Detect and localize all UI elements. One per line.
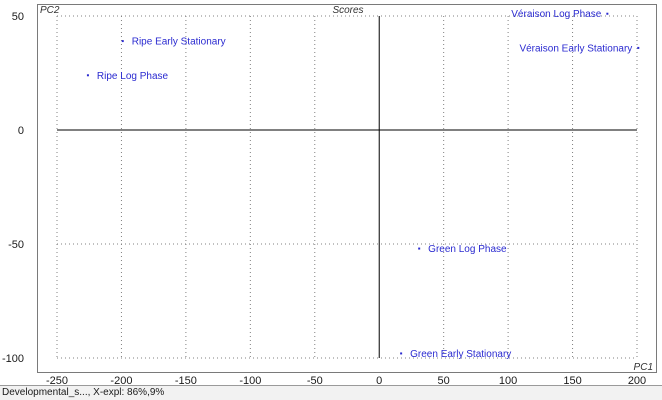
x-tick-label: -50 (307, 375, 323, 387)
plot-area (37, 4, 657, 373)
x-tick-label: 200 (628, 375, 646, 387)
point-label: Véraison Early Stationary (519, 43, 632, 54)
point-label: Ripe Early Stationary (132, 37, 226, 48)
y-tick-label: 50 (12, 11, 24, 23)
x-tick-label: -250 (46, 375, 68, 387)
data-point (400, 352, 403, 355)
data-point (637, 46, 640, 49)
status-bar: Developmental_s..., X-expl: 86%,9% (0, 385, 662, 400)
point-label: Green Early Stationary (410, 349, 511, 360)
status-text: Developmental_s..., X-expl: 86%,9% (2, 387, 165, 398)
point-label: Véraison Log Phase (511, 9, 602, 20)
x-tick-label: 100 (499, 375, 517, 387)
axis-layer (57, 16, 637, 358)
x-tick-label: 150 (563, 375, 581, 387)
x-tick-label: -150 (175, 375, 197, 387)
data-point (606, 12, 609, 15)
data-point (418, 247, 421, 250)
y-tick-label: -50 (8, 239, 24, 251)
x-tick-label: 0 (376, 375, 382, 387)
y-tick-label: 0 (18, 125, 24, 137)
chart-title: Scores (332, 5, 363, 16)
point-label: Ripe Log Phase (97, 71, 169, 82)
grid-layer (56, 15, 638, 359)
y-tick-label: -100 (2, 353, 24, 365)
x-axis-label: PC1 (634, 362, 653, 373)
point-label: Green Log Phase (428, 244, 507, 255)
data-point (121, 40, 124, 43)
x-tick-label: 50 (438, 375, 450, 387)
x-tick-label: -200 (110, 375, 132, 387)
y-axis-label: PC2 (40, 5, 60, 16)
data-points: Véraison Log Phase Véraison Early Station… (86, 9, 640, 360)
data-point (86, 74, 89, 77)
x-tick-label: -100 (239, 375, 261, 387)
tick-labels: -250 -200 -150 -100 -50 0 50 100 150 200 50 0 -50 -10… (2, 11, 646, 387)
